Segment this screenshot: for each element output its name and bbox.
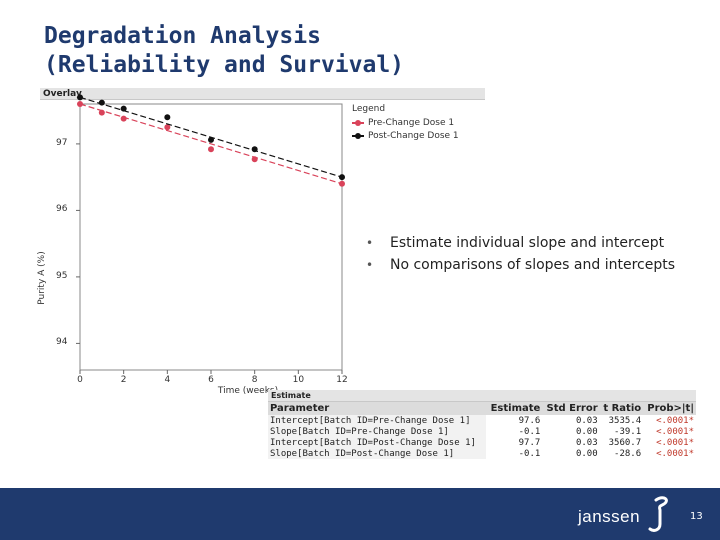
cell-prob: <.0001* [656,426,694,437]
slide-title: Degradation Analysis (Reliability and Su… [44,22,404,80]
janssen-logo-icon [648,496,668,532]
data-point-post-change [120,105,127,112]
cell-prob: <.0001* [656,448,694,459]
legend-item-pre-change[interactable]: Pre-Change Dose 1 [352,116,459,129]
cell-parameter: Intercept[Batch ID=Post-Change Dose 1] [268,437,487,448]
col-estimate[interactable]: Estimate [486,402,543,415]
y-tick-label: 94 [56,337,68,348]
cell-std-error: 0.03 [575,437,598,448]
data-point-post-change [77,94,83,101]
cell-prob: <.0001* [656,415,694,426]
cell-estimate: 97.7 [518,437,541,448]
cell-prob: <.0001* [656,437,694,448]
estimate-header[interactable]: Estimate [268,390,696,402]
estimate-table: Parameter Estimate Std Error t Ratio Pro… [268,402,696,459]
cell-t-ratio: 3535.4 [608,415,642,426]
col-t-ratio[interactable]: t Ratio [599,402,644,415]
cell-estimate: -0.1 [518,426,541,437]
cell-t-ratio: 3560.7 [608,437,642,448]
data-point-pre-change [120,115,127,122]
legend-label-pre: Pre-Change Dose 1 [368,117,455,128]
data-point-post-change [98,99,105,106]
table-row: Intercept[Batch ID=Pre-Change Dose 1] 97… [268,415,696,426]
bullet-item: • No comparisons of slopes and intercepts [366,254,675,276]
legend: Legend Pre-Change Dose 1 Post-Change Dos… [352,104,459,142]
col-prob[interactable]: Prob>|t| [643,402,696,415]
cell-parameter: Slope[Batch ID=Post-Change Dose 1] [268,448,487,459]
x-tick-label: 8 [251,375,258,385]
x-tick-label: 0 [77,375,83,385]
col-std-error[interactable]: Std Error [542,402,600,415]
y-tick-label: 95 [56,270,68,281]
data-point-pre-change [339,180,345,187]
bullet-text-1: Estimate individual slope and intercept [390,235,665,251]
y-tick-label: 96 [56,204,68,215]
x-axis-label: Time (weeks) [217,386,279,396]
x-tick-label: 12 [336,375,348,385]
x-tick-label: 6 [208,375,214,385]
data-point-post-change [208,136,214,143]
brand-logo-text: janssen [578,507,641,526]
x-tick-label: 2 [120,375,127,385]
legend-title: Legend [352,104,386,114]
table-row: Intercept[Batch ID=Post-Change Dose 1] 9… [268,437,696,448]
legend-label-post: Post-Change Dose 1 [368,130,459,141]
data-point-post-change [339,174,345,181]
table-row: Slope[Batch ID=Post-Change Dose 1] -0.1 … [268,448,696,459]
cell-parameter: Slope[Batch ID=Pre-Change Dose 1] [268,426,487,437]
cell-std-error: 0.00 [575,426,598,437]
title-line-2: (Reliability and Survival) [44,52,405,78]
data-point-post-change [164,114,171,121]
data-point-pre-change [98,109,105,116]
data-point-pre-change [77,101,83,107]
bullet-text-2: No comparisons of slopes and intercepts [390,257,675,273]
estimate-panel: Estimate Parameter Estimate Std Error t … [268,390,696,462]
overlay-panel: Overlay Purity A (%) Time (weeks) Legend… [37,88,485,400]
data-point-pre-change [251,156,258,163]
bullet-item: • Estimate individual slope and intercept [366,232,675,254]
cell-parameter: Intercept[Batch ID=Pre-Change Dose 1] [268,415,487,426]
x-tick-label: 10 [292,375,305,385]
cell-t-ratio: -39.1 [614,426,642,437]
title-line-1: Degradation Analysis [44,23,321,49]
cell-std-error: 0.00 [575,448,598,459]
bullet-list: • Estimate individual slope and intercept… [366,232,675,276]
legend-item-post-change[interactable]: Post-Change Dose 1 [352,129,459,142]
overlay-chart [76,94,345,374]
footer-bar [0,488,720,540]
data-point-pre-change [208,146,214,153]
col-parameter[interactable]: Parameter [268,402,487,415]
overlay-header[interactable]: Overlay [40,88,485,100]
legend-swatch-post [352,132,364,139]
legend-swatch-pre [352,119,364,126]
data-point-pre-change [164,124,171,131]
cell-std-error: 0.03 [575,415,598,426]
data-point-post-change [251,146,258,153]
page-number: 13 [690,511,703,522]
y-tick-label: 97 [56,137,68,148]
cell-estimate: -0.1 [518,448,541,459]
cell-t-ratio: -28.6 [614,448,642,459]
table-row: Slope[Batch ID=Pre-Change Dose 1] -0.1 0… [268,426,696,437]
cell-estimate: 97.6 [518,415,541,426]
x-tick-label: 4 [164,375,171,385]
estimate-header-row: Parameter Estimate Std Error t Ratio Pro… [268,402,696,415]
